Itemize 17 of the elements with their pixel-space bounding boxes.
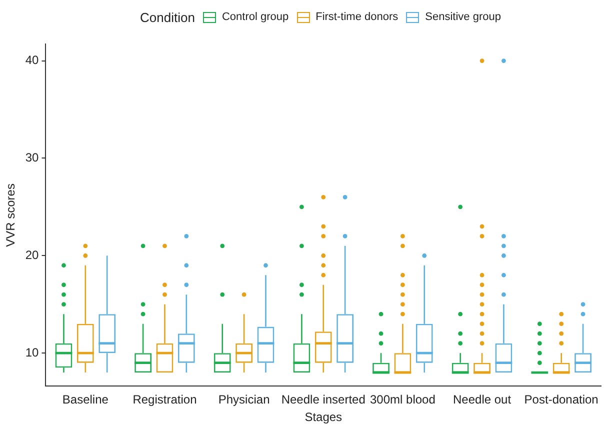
x-tick-label: Baseline [62,392,109,407]
y-axis-title: VVR scores [4,184,18,247]
y-tick-label: 30 [25,150,40,165]
x-tick-label: Needle out [452,392,512,407]
x-axis-title: Stages [304,410,342,424]
legend-label: First-time donors [316,11,398,23]
legend-label: Control group [222,11,289,23]
legend-title: Condition [140,10,195,24]
y-tick-label: 40 [25,53,40,68]
y-tick-label: 20 [25,248,40,262]
x-tick-label: 300ml blood [370,392,436,407]
x-tick-label: Physician [218,392,270,407]
y-tick-label: 10 [25,345,40,360]
x-tick-label: Registration [132,392,197,407]
x-tick-label: Needle inserted [281,392,366,407]
x-tick-label: Post-donation [524,392,598,407]
legend-label: Sensitive group [425,11,501,23]
